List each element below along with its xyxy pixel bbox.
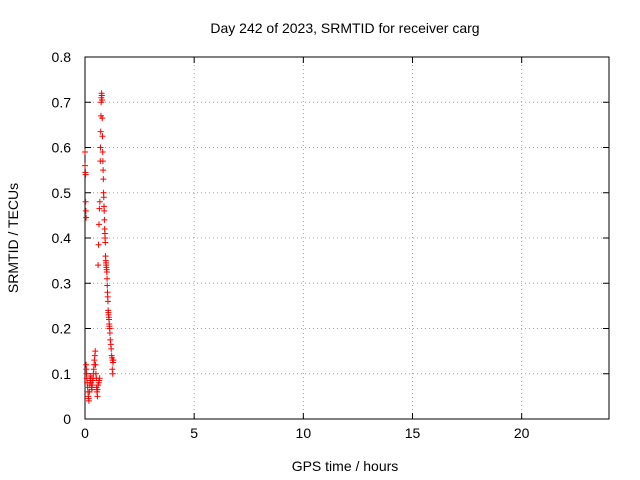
data-point [95, 241, 102, 248]
data-point [99, 158, 106, 165]
data-point [96, 198, 103, 205]
grid-lines [85, 57, 609, 419]
data-point [92, 348, 99, 355]
data-point [97, 128, 104, 135]
y-axis-label: SRMTID / TECUs [5, 183, 21, 293]
y-tick-label: 0.1 [52, 366, 72, 382]
y-tick-label: 0.4 [52, 230, 72, 246]
y-tick-label: 0 [63, 411, 71, 427]
data-point [99, 149, 106, 156]
data-point [100, 194, 107, 201]
data-series [82, 90, 117, 404]
x-axis: 0 5 10 15 20 [81, 57, 530, 441]
y-tick-label: 0.3 [52, 275, 72, 291]
data-point [82, 149, 88, 156]
x-axis-label: GPS time / hours [292, 458, 399, 474]
data-point [95, 262, 102, 269]
data-point [96, 375, 103, 382]
data-point [99, 115, 106, 122]
data-point [85, 397, 92, 404]
data-point [82, 207, 89, 214]
y-axis: 0 0.1 0.2 0.3 0.4 0.5 0.6 0.7 0.8 [52, 49, 609, 427]
data-point [106, 330, 113, 337]
y-tick-label: 0.7 [52, 94, 72, 110]
data-point [96, 205, 103, 212]
data-point [101, 207, 108, 214]
data-point [100, 176, 107, 183]
y-tick-label: 0.2 [52, 321, 72, 337]
data-point [82, 162, 88, 169]
data-point [101, 216, 108, 223]
x-tick-label: 10 [296, 425, 312, 441]
data-point [104, 298, 111, 305]
y-tick-label: 0.5 [52, 185, 72, 201]
data-point [94, 393, 101, 400]
data-point [110, 357, 117, 364]
data-point [109, 370, 116, 377]
data-point [82, 171, 89, 178]
data-point [104, 275, 111, 282]
plot-frame [84, 56, 610, 420]
x-tick-label: 15 [405, 425, 421, 441]
data-point [99, 96, 106, 103]
y-tick-label: 0.8 [52, 49, 72, 65]
data-point [95, 221, 102, 228]
data-point [82, 198, 89, 205]
data-point [104, 282, 111, 289]
data-point [92, 361, 99, 368]
y-tick-label: 0.6 [52, 140, 72, 156]
data-point [108, 345, 115, 352]
data-point [100, 167, 107, 174]
chart-title: Day 242 of 2023, SRMTID for receiver car… [210, 20, 479, 36]
data-point [97, 144, 104, 151]
data-point [83, 214, 90, 221]
x-tick-label: 20 [514, 425, 530, 441]
data-point [102, 239, 109, 246]
x-tick-label: 0 [81, 425, 89, 441]
x-tick-label: 5 [190, 425, 198, 441]
data-point [103, 268, 110, 275]
data-point [99, 133, 106, 140]
